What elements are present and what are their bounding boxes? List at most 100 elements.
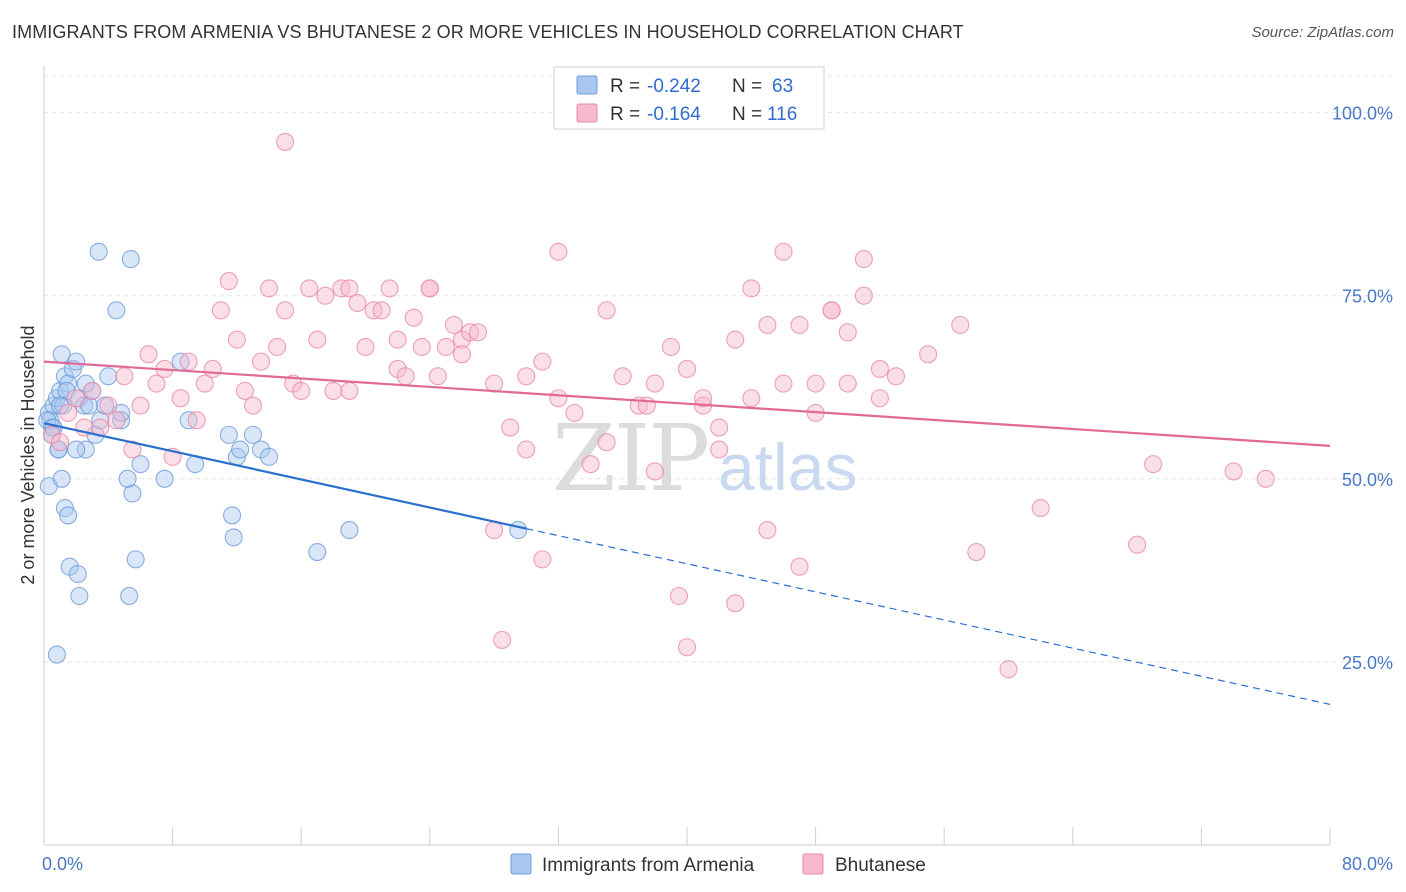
bhutanese-point-77 xyxy=(854,286,873,305)
bhutanese-point-71 xyxy=(758,315,777,335)
bhutanese-point-37 xyxy=(340,279,359,298)
bhutanese-point-53 xyxy=(468,323,488,342)
armenia-point-59 xyxy=(509,521,528,540)
armenia-point-13 xyxy=(67,352,86,371)
bhutanese-point-50 xyxy=(444,315,463,335)
armenia-point-41 xyxy=(131,455,150,474)
armenia-point-36 xyxy=(112,411,131,430)
bhutanese-point-93 xyxy=(669,586,689,606)
armenia-point-28 xyxy=(68,564,87,584)
bhutanese-point-8 xyxy=(107,411,126,430)
bhutanese-point-97 xyxy=(726,594,745,613)
legend-r-label-2: R = xyxy=(610,104,640,125)
bhutanese-point-57 xyxy=(533,352,552,371)
bhutanese-point-69 xyxy=(726,330,745,349)
armenia-point-57 xyxy=(308,542,327,562)
bhutanese-point-82 xyxy=(388,330,407,349)
y-axis-title: 2 or more Vehicles in Household xyxy=(18,325,38,584)
bhutanese-point-11 xyxy=(131,396,150,415)
armenia-point-53 xyxy=(243,425,263,444)
series-legend-swatch-armenia xyxy=(510,853,532,875)
bhutanese-point-86 xyxy=(493,630,512,649)
armenia-point-10 xyxy=(59,374,78,393)
bhutanese-point-46 xyxy=(412,337,431,357)
armenia-point-44 xyxy=(121,250,140,269)
bhutanese-point-27 xyxy=(259,279,279,298)
bhutanese-point-9 xyxy=(115,367,134,386)
tick-labels: 100.0% 75.0% 50.0% 25.0% 0.0% 80.0% xyxy=(42,104,1393,874)
y-tick-label-0: 100.0% xyxy=(1332,104,1393,124)
armenia-point-38 xyxy=(118,469,137,488)
bhutanese-point-24 xyxy=(235,381,254,400)
bhutanese-point-98 xyxy=(742,389,761,408)
bhutanese-point-62 xyxy=(613,367,632,386)
bhutanese-point-13 xyxy=(147,374,166,393)
bhutanese-point-32 xyxy=(300,279,319,298)
bhutanese-point-70 xyxy=(742,279,761,298)
legend-swatch-blue xyxy=(576,75,598,95)
bhutanese-trend-line xyxy=(43,360,1331,447)
armenia-point-32 xyxy=(76,374,95,393)
series-legend-armenia: Immigrants from Armenia xyxy=(542,855,755,876)
armenia-point-43 xyxy=(107,301,126,320)
bhutanese-point-106 xyxy=(870,389,889,408)
bhutanese-point-101 xyxy=(790,557,809,576)
armenia-point-26 xyxy=(59,506,78,525)
bhutanese-point-28 xyxy=(268,337,287,357)
armenia-point-52 xyxy=(231,440,250,459)
bhutanese-point-1 xyxy=(51,433,70,452)
armenia-point-30 xyxy=(47,645,66,664)
watermark-zip: ZIP xyxy=(552,405,708,512)
armenia-trend-extension xyxy=(526,528,1331,705)
bhutanese-point-2 xyxy=(59,403,78,422)
bhutanese-point-78 xyxy=(870,359,889,379)
legend-r-value-2: -0.164 xyxy=(647,104,701,125)
bhutanese-point-83 xyxy=(420,279,439,298)
series-legend-bhutanese: Bhutanese xyxy=(835,855,926,876)
bhutanese-point-16 xyxy=(171,389,190,408)
bhutanese-point-7 xyxy=(99,396,118,415)
bhutanese-point-58 xyxy=(549,389,568,408)
series-legend-swatch-bhutanese xyxy=(802,853,824,875)
y-tick-label-3: 25.0% xyxy=(1342,653,1393,673)
legend-n-value-2: 116 xyxy=(767,104,797,125)
bhutanese-point-76 xyxy=(838,374,857,393)
bhutanese-point-109 xyxy=(967,542,986,562)
gridlines xyxy=(44,75,1392,663)
bhutanese-point-35 xyxy=(324,381,343,400)
axes xyxy=(43,66,1331,846)
bhutanese-point-113 xyxy=(1144,455,1163,474)
bhutanese-point-66 xyxy=(677,359,697,379)
bhutanese-point-65 xyxy=(661,337,680,357)
watermark: ZIP atlas xyxy=(552,405,857,512)
chart-title: IMMIGRANTS FROM ARMENIA VS BHUTANESE 2 O… xyxy=(12,22,964,42)
bhutanese-point-79 xyxy=(886,367,906,386)
legend-r-value-1: -0.242 xyxy=(647,76,701,97)
bhutanese-point-80 xyxy=(276,132,295,151)
bhutanese-point-59 xyxy=(565,403,584,422)
y-tick-label-1: 75.0% xyxy=(1342,287,1393,307)
bhutanese-point-115 xyxy=(1256,469,1275,488)
bhutanese-point-108 xyxy=(951,315,970,335)
source-label: Source: ZipAtlas.com xyxy=(1251,24,1394,41)
bhutanese-point-44 xyxy=(396,367,415,386)
bhutanese-point-18 xyxy=(187,411,206,430)
bhutanese-point-23 xyxy=(227,330,246,349)
bhutanese-point-55 xyxy=(501,418,520,437)
armenia-point-16 xyxy=(76,440,95,459)
bhutanese-point-114 xyxy=(1224,462,1243,481)
x-tick-label-0: 0.0% xyxy=(42,854,83,874)
armenia-point-49 xyxy=(219,425,238,444)
legend-n-value-1: 63 xyxy=(772,76,793,97)
bhutanese-point-90 xyxy=(597,301,616,320)
armenia-point-34 xyxy=(99,367,118,386)
armenia-point-42 xyxy=(89,242,108,261)
stats-legend: R = -0.242 N = 63 R = -0.164 N = 116 xyxy=(553,66,825,130)
armenia-point-56 xyxy=(224,528,243,547)
armenia-point-37 xyxy=(123,484,142,503)
bhutanese-point-60 xyxy=(581,455,600,474)
armenia-point-50 xyxy=(223,506,242,525)
bhutanese-point-12 xyxy=(139,345,158,364)
bhutanese-point-21 xyxy=(211,301,230,320)
